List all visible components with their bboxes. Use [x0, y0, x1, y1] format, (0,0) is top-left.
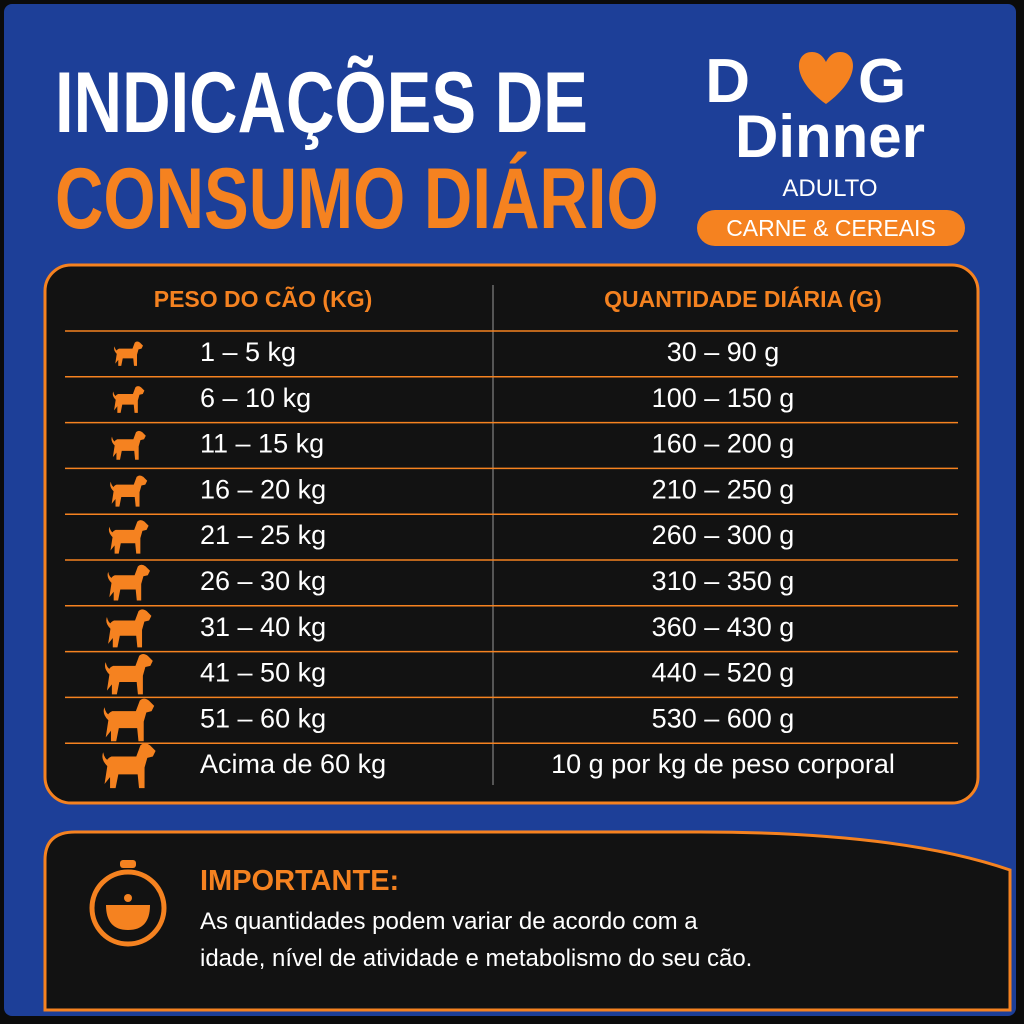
weight-cell: 21 – 25 kg — [200, 520, 326, 550]
amount-cell: 100 – 150 g — [652, 383, 795, 413]
weight-cell: 6 – 10 kg — [200, 383, 311, 413]
amount-cell: 440 – 520 g — [652, 658, 795, 688]
weight-cell: 51 – 60 kg — [200, 703, 326, 733]
weight-cell: Acima de 60 kg — [200, 749, 386, 779]
note-title: IMPORTANTE: — [200, 865, 399, 897]
amount-cell: 10 g por kg de peso corporal — [551, 749, 895, 779]
column-header: QUANTIDADE DIÁRIA (G) — [604, 285, 882, 312]
logo-heart — [798, 52, 854, 104]
amount-cell: 530 – 600 g — [652, 703, 795, 733]
note-text: As quantidades podem variar de acordo co… — [200, 908, 698, 935]
note-text: idade, nível de atividade e metabolismo … — [200, 945, 752, 972]
column-header: PESO DO CÃO (KG) — [154, 285, 373, 312]
weight-cell: 1 – 5 kg — [200, 337, 296, 367]
logo-text: D — [705, 47, 750, 116]
amount-cell: 260 – 300 g — [652, 520, 795, 550]
amount-cell: 160 – 200 g — [652, 429, 795, 459]
logo-text: Dinner — [735, 103, 925, 170]
brand-logo: D G Dinner ADULTO CARNE & CEREAIS — [697, 47, 965, 246]
weight-cell: 31 – 40 kg — [200, 612, 326, 642]
amount-cell: 30 – 90 g — [667, 337, 780, 367]
title-line: INDICAÇÕES DE — [55, 54, 588, 151]
table-rows: 1 – 5 kg 30 – 90 g 6 – 10 kg 100 – 150 g 11 … — [65, 330, 958, 789]
table-panel — [43, 263, 980, 805]
logo-text: G — [858, 47, 906, 116]
note-panel — [43, 830, 1012, 1012]
amount-cell: 310 – 350 g — [652, 566, 795, 596]
weight-cell: 11 – 15 kg — [200, 429, 324, 459]
flavor: CARNE & CEREAIS — [726, 215, 936, 241]
bowl-icon — [89, 860, 167, 947]
weight-cell: 16 – 20 kg — [200, 474, 326, 504]
weight-cell: 26 – 30 kg — [200, 566, 326, 596]
amount-cell: 210 – 250 g — [652, 474, 795, 504]
amount-cell: 360 – 430 g — [652, 612, 795, 642]
title: INDICAÇÕES DE CONSUMO DIÁRIO — [55, 54, 659, 247]
title-line: CONSUMO DIÁRIO — [55, 150, 659, 247]
variant: ADULTO — [782, 175, 877, 202]
weight-cell: 41 – 50 kg — [200, 658, 326, 688]
flavor-badge — [697, 210, 965, 246]
